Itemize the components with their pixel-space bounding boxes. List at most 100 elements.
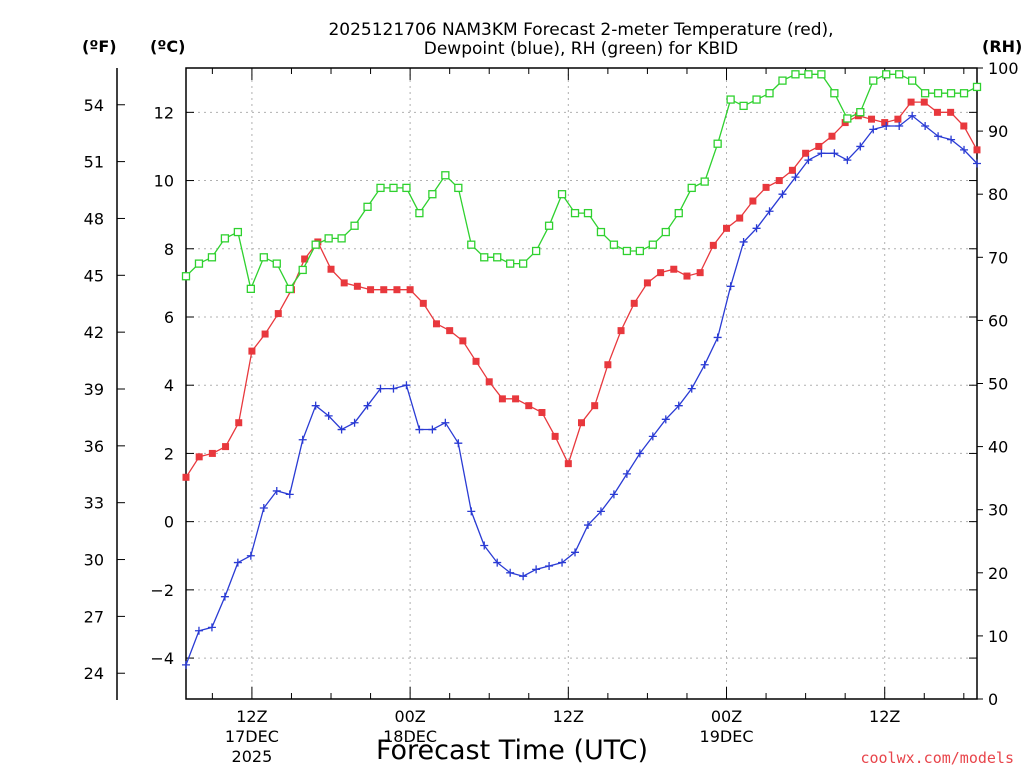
fahrenheit-tick-label: 36 [84,437,104,456]
rh-point [220,234,230,243]
dewpoint-point [752,224,761,233]
temperature-point [367,286,375,294]
dewpoint-point [895,121,904,130]
temperature-point [960,122,968,130]
dewpoint-point [687,384,696,393]
dewpoint-point [739,237,748,246]
series-layer [181,70,982,669]
temperature-point [696,269,704,277]
rh-point [181,272,191,281]
rh-point [583,208,593,218]
dewpoint-series [182,111,981,669]
dewpoint-point [596,507,605,516]
x-tick-label: 00Z [711,707,742,726]
dewpoint-point [506,568,515,577]
fahrenheit-tick-label: 42 [84,323,104,342]
celsius-tick-label: 2 [164,444,174,463]
rh-point [415,208,424,218]
fahrenheit-tick-label: 45 [84,266,104,285]
temperature-point [327,265,335,273]
dewpoint-point [428,425,437,434]
temperature-point [222,443,230,451]
temperature-point [525,402,533,410]
celsius-axis-unit: (ºC) [150,37,185,56]
temperature-point [472,357,480,365]
dewpoint-point [467,507,476,516]
rh-point [622,246,632,256]
rh-point [869,76,878,85]
dewpoint-point [843,156,852,165]
rh-tick-label: 40 [988,438,1008,457]
fahrenheit-tick-label: 30 [84,551,104,570]
dewpoint-point [182,660,190,669]
dewpoint-point [674,401,683,410]
rh-point [506,259,515,268]
rh-point [350,221,359,230]
x-tick-date: 17DEC [225,727,279,746]
dewpoint-point [259,503,268,512]
dewpoint-point [648,432,657,441]
dewpoint-point [441,418,450,427]
chart-title-line1: 2025121706 NAM3KM Forecast 2-meter Tempe… [328,20,833,40]
rh-point [661,227,670,237]
rh-point [285,284,294,294]
temperature-point [578,419,585,427]
rh-point [843,114,852,123]
temperature-point [261,330,269,338]
grid-lines [186,68,977,699]
rh-point [246,284,255,294]
temperature-point [353,282,361,290]
dewpoint-point [220,592,229,601]
rh-point [804,70,813,79]
rh-point [946,89,956,98]
temperature-point [894,115,902,123]
temperature-point [340,279,348,287]
x-axis-label: Forecast Time (UTC) [376,735,648,766]
rh-series [181,70,982,294]
dewpoint-point [947,135,956,144]
dewpoint-point [532,565,541,574]
rh-point [467,240,476,249]
fahrenheit-tick-label: 54 [84,96,104,115]
rh-point [402,183,411,193]
temperature-point [301,255,309,263]
dewpoint-point [519,572,528,581]
rh-point [544,221,554,230]
rh-point [972,82,982,92]
temperature-point [498,395,506,403]
dewpoint-point [817,149,826,158]
temperature-point [432,320,440,328]
rh-point [959,89,969,98]
dewpoint-point [324,411,333,420]
dewpoint-point [558,558,567,567]
dewpoint-point [285,490,294,499]
temperature-point [274,310,282,318]
source-credit: coolwx.com/models [860,749,1014,767]
dewpoint-point [389,384,398,393]
dewpoint-point [583,521,592,530]
rh-point [428,190,437,199]
rh-point [570,208,580,218]
temperature-point [947,108,955,116]
rh-point [376,183,385,193]
celsius-tick-label: 8 [164,240,174,259]
rh-point [778,76,787,85]
temperature-series [182,98,981,481]
dewpoint-point [934,132,943,141]
dewpoint-point [402,381,411,390]
dewpoint-point [778,190,787,199]
temperature-point [630,299,638,307]
dewpoint-point [233,558,242,567]
rh-point [817,70,826,79]
dewpoint-point [908,111,917,120]
axes: −4−2024681012242730333639424548515401020… [84,59,1019,766]
x-tick-label: 12Z [869,707,900,726]
rh-point [194,259,204,268]
dewpoint-point [415,425,424,434]
temperature-point [604,361,612,369]
rh-tick-label: 90 [988,122,1008,141]
rh-tick-label: 100 [988,59,1019,78]
rh-point [920,89,930,98]
rh-point [298,265,307,275]
temperature-point [709,241,717,249]
